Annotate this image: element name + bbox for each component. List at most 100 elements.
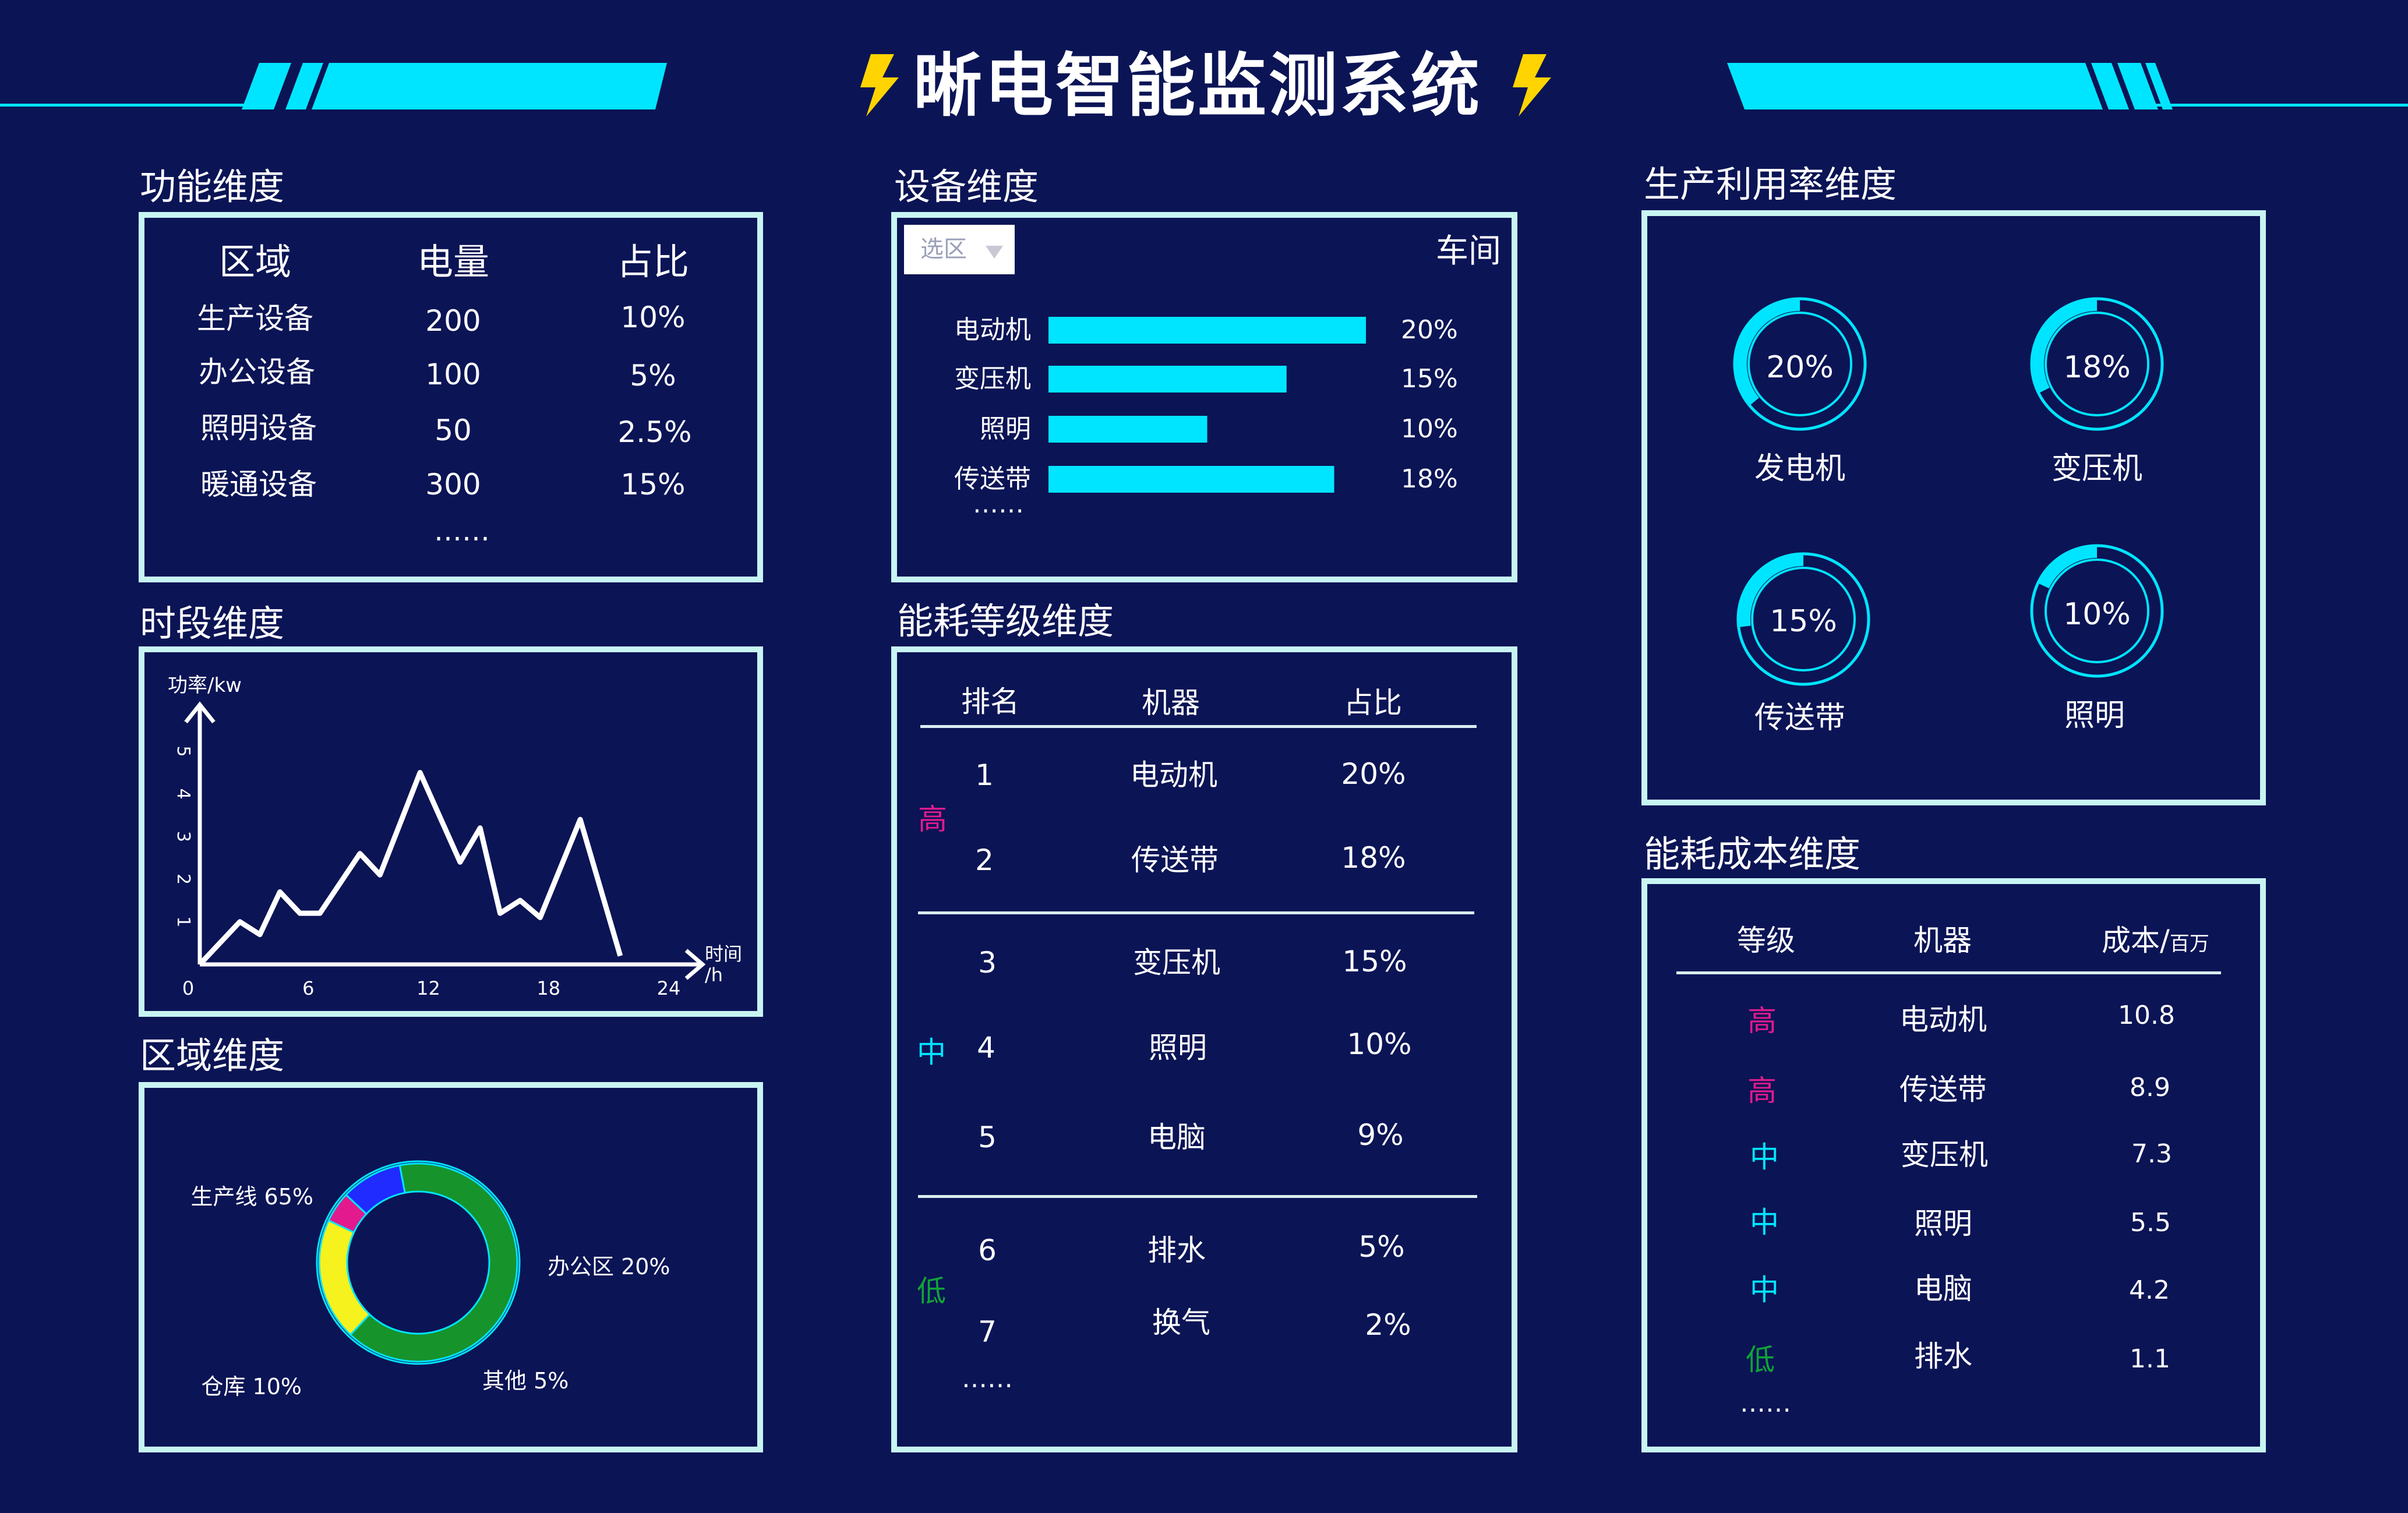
region-dim-title: 区域维度 [140, 1034, 285, 1077]
table-cell: 10% [620, 301, 686, 334]
table-cell: 5 [978, 1120, 997, 1154]
table-cell: 6 [978, 1233, 997, 1267]
zone-select[interactable]: 选区 [904, 225, 1015, 274]
table-cell: 办公设备 [199, 355, 315, 389]
bar-value-label: 18% [1401, 464, 1458, 494]
donut-slice [349, 1162, 518, 1363]
gauge-fill-arc [1734, 298, 1800, 406]
gauge-label: 照明 [2064, 698, 2125, 733]
table-cell: 100 [425, 358, 481, 391]
utilization-gauges [1733, 297, 2164, 686]
cost-level: 高 [1747, 1004, 1777, 1038]
grade-header: 等级 [1737, 924, 1795, 957]
divider [918, 1195, 1477, 1198]
level-low: 低 [917, 1274, 946, 1308]
table-cell: 20% [1341, 757, 1406, 791]
y-tick-label: 2 [173, 874, 193, 885]
machine-header: 机器 [1913, 924, 1972, 957]
table-cell: 3 [978, 946, 997, 980]
donut-slice [344, 1164, 406, 1215]
table-cell: 15% [1342, 945, 1407, 978]
bar-category-label: 照明 [980, 414, 1031, 444]
table-cell: 2.5% [617, 415, 692, 449]
table-cell: 10.8 [2118, 1001, 2175, 1030]
y-tick-label: 1 [173, 916, 193, 927]
bar-value-label: 20% [1401, 315, 1458, 345]
table-cell: 电脑 [1914, 1272, 1972, 1306]
x-axis-label-unit: /h [705, 964, 723, 986]
table-cell: 200 [425, 304, 481, 338]
gauge-value: 15% [1770, 604, 1837, 639]
table-cell: 4 [977, 1031, 995, 1065]
table-cell: 照明设备 [200, 411, 317, 445]
donut-slice-label: 生产线 65% [190, 1184, 313, 1210]
cost-level: 高 [1747, 1074, 1777, 1108]
function-dim-panel: 区域 电量 占比 生产设备 200 10% 办公设备 100 5% 照明设备 5… [139, 212, 763, 582]
function-dim-title: 功能维度 [140, 165, 285, 208]
donut-slice [318, 1219, 371, 1337]
donut-slice-label: 办公区 20% [548, 1254, 670, 1279]
utilization-dim-title: 生产利用率维度 [1644, 163, 1897, 206]
y-tick-label: 4 [173, 789, 193, 800]
header-decoration [0, 63, 2408, 109]
gauge-inner-ring [1747, 312, 1852, 416]
bar [1048, 416, 1207, 443]
cost-header: 成本/百万 [2102, 926, 2209, 955]
time-dim-panel: 0 6 12 18 24 1 2 3 4 5 功率/kw 时间 /h [139, 646, 763, 1017]
table-cell: 变压机 [1133, 946, 1220, 980]
gauge-fill-arc [2031, 298, 2098, 394]
x-axis-label: 时间 [705, 943, 743, 965]
donut-outer-ring [316, 1160, 521, 1365]
table-cell: 5% [1358, 1230, 1405, 1264]
device-bar-chart: 电动机 20% 变压机 15% 照明 10% 传送带 18% [954, 315, 1458, 494]
gauge-inner-ring [2045, 312, 2149, 416]
ellipsis: …… [973, 489, 1024, 519]
donut-slice-label: 仓库 10% [201, 1374, 302, 1399]
table-cell: 300 [425, 468, 481, 501]
bar [1048, 466, 1334, 493]
bar-category-label: 变压机 [954, 364, 1031, 394]
gauge-value: 20% [1766, 350, 1834, 385]
x-tick-label: 6 [302, 977, 314, 999]
y-tick-label: 3 [173, 831, 193, 842]
table-cell: 排水 [1147, 1233, 1206, 1267]
region-donut-chart: 生产线 65% 办公区 20% 其他 5% 仓库 10% [190, 1160, 670, 1399]
table-cell: 7.3 [2131, 1139, 2172, 1169]
time-dim-title: 时段维度 [140, 602, 285, 645]
table-cell: 变压机 [1901, 1138, 1988, 1172]
donut-slice-label: 其他 5% [482, 1368, 569, 1394]
zone-select-label: 选区 [920, 236, 967, 263]
table-cell: 15% [620, 468, 686, 501]
machine-header: 机器 [1142, 686, 1200, 720]
chevron-down-icon [986, 246, 1003, 259]
energy-level-dim-title: 能耗等级维度 [897, 600, 1114, 642]
table-cell: 5.5 [2130, 1208, 2171, 1238]
cost-dim-title: 能耗成本维度 [1644, 833, 1861, 875]
rank-header: 排名 [961, 685, 1019, 719]
utilization-dim-panel: 20% 发电机 18% 变压机 15% 传送带 10% 照明 [1641, 210, 2266, 805]
gauge-value: 10% [2063, 597, 2131, 632]
table-cell: 照明 [1914, 1207, 1972, 1240]
cost-dim-panel: 等级 机器 成本/百万 高 电动机 10.8 高 传送带 8.9 中 变压机 7… [1641, 878, 2266, 1452]
gauge-label: 发电机 [1754, 451, 1846, 486]
bolt-icon [1513, 54, 1551, 116]
table-cell: 7 [978, 1315, 997, 1349]
function-header-power: 电量 [416, 241, 490, 283]
y-tick-label: 5 [173, 745, 193, 756]
table-cell: 生产设备 [197, 302, 313, 335]
table-cell: 10% [1347, 1027, 1412, 1061]
y-axis-label: 功率/kw [168, 674, 242, 697]
ellipsis: …… [434, 515, 490, 547]
bar-category-label: 电动机 [954, 315, 1031, 345]
cost-level: 中 [1750, 1140, 1779, 1174]
table-cell: 18% [1341, 841, 1406, 875]
table-cell: 电脑 [1147, 1120, 1206, 1154]
bar-category-label: 传送带 [954, 464, 1031, 494]
divider [920, 725, 1477, 728]
divider [1676, 971, 2221, 974]
table-cell: 2 [975, 843, 994, 877]
region-dim-panel: 生产线 65% 办公区 20% 其他 5% 仓库 10% [139, 1082, 763, 1452]
table-cell: 4.2 [2129, 1275, 2170, 1305]
table-cell: 传送带 [1131, 843, 1219, 877]
